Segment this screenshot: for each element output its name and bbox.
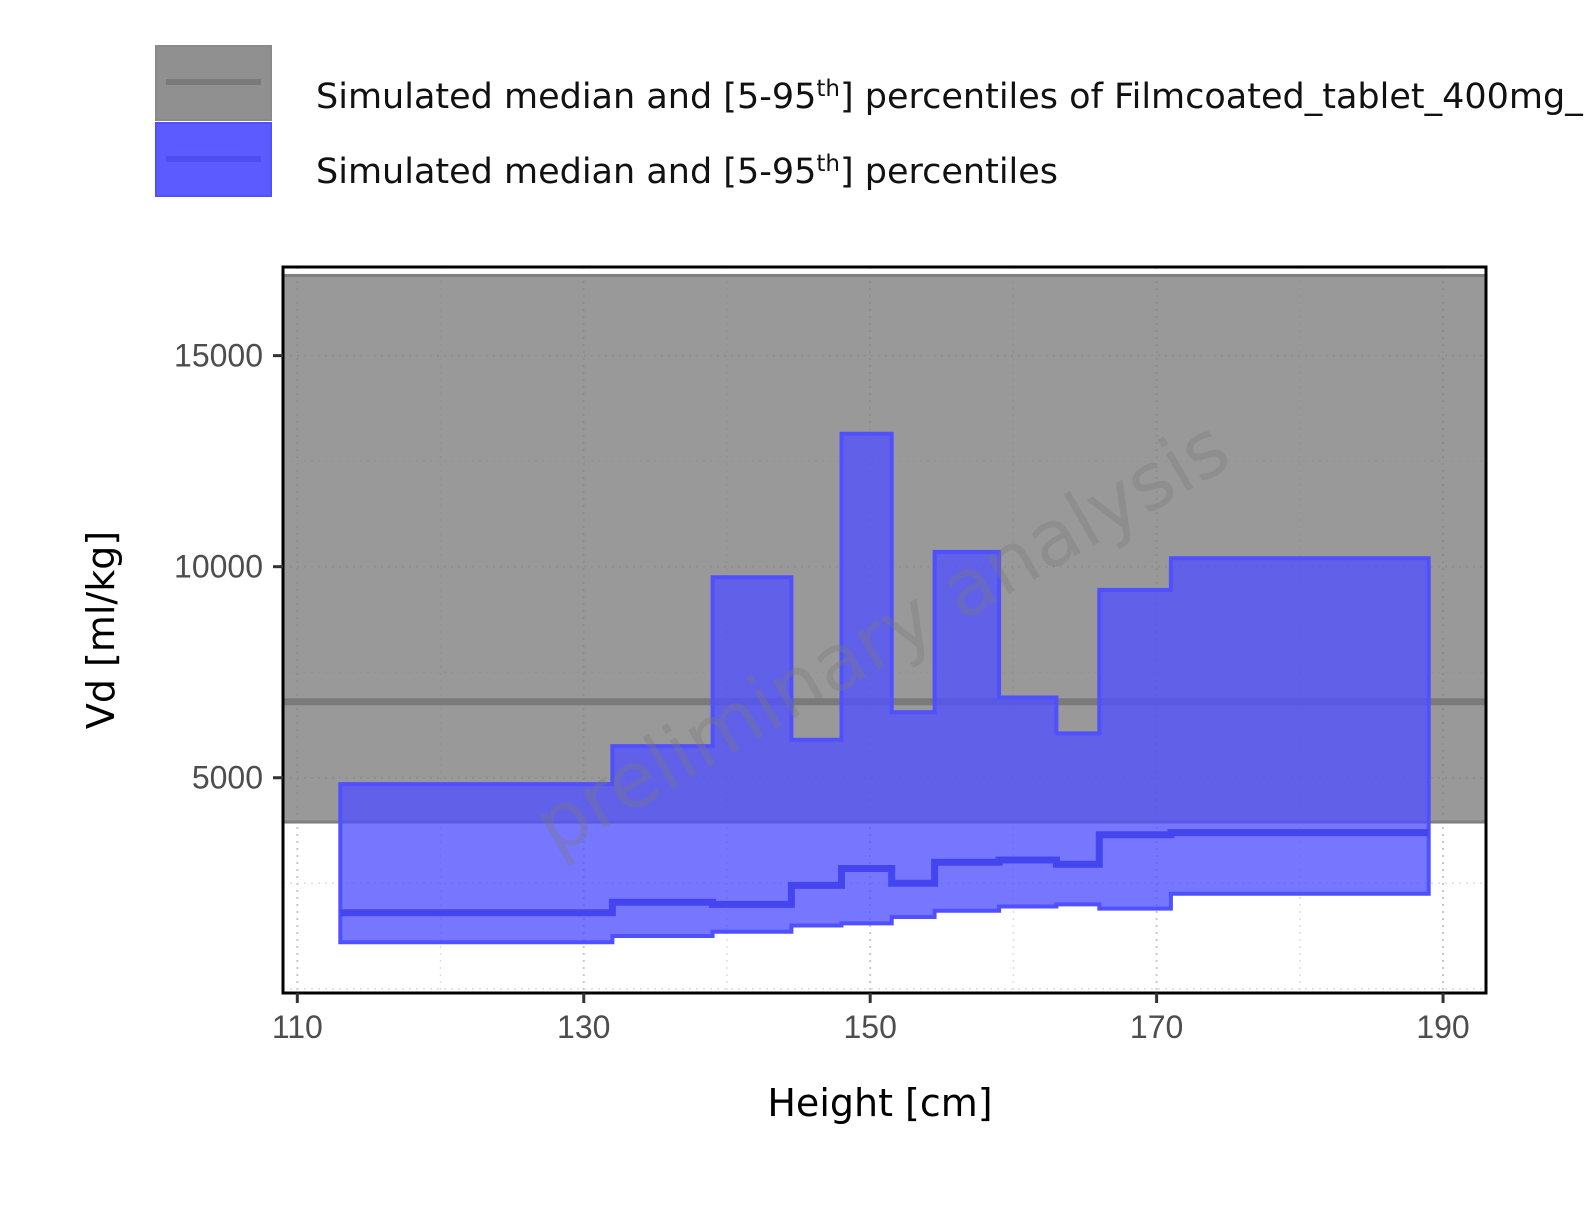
blue-median-line bbox=[340, 829, 1429, 917]
x-axis: 110 130 150 170 190 bbox=[272, 993, 1470, 1045]
x-tick-label: 110 bbox=[272, 1009, 323, 1045]
legend-item-gray: Simulated median and [5-95th] percentile… bbox=[155, 45, 1583, 121]
y-axis-title: Vd [ml/kg] bbox=[79, 531, 123, 729]
x-axis-title: Height [cm] bbox=[767, 1081, 992, 1125]
blue-band bbox=[338, 431, 1431, 945]
x-tick-label: 130 bbox=[557, 1009, 610, 1045]
x-tick-label: 170 bbox=[1130, 1009, 1183, 1045]
y-axis: 5000 10000 15000 bbox=[174, 338, 283, 796]
x-tick-label: 190 bbox=[1416, 1009, 1469, 1045]
panel-border bbox=[281, 265, 1488, 995]
y-tick-label: 10000 bbox=[174, 549, 263, 585]
y-tick-label: 5000 bbox=[192, 760, 263, 796]
legend-item-blue: Simulated median and [5-95th] percentile… bbox=[155, 122, 1058, 197]
series-layer bbox=[281, 273, 1488, 945]
x-tick-label: 150 bbox=[843, 1009, 896, 1045]
plot-panel: preliminary analysis bbox=[281, 265, 1488, 995]
legend: Simulated median and [5-95th] percentile… bbox=[155, 45, 1583, 197]
y-tick-label: 15000 bbox=[174, 338, 263, 374]
legend-label-blue: Simulated median and [5-95th] percentile… bbox=[316, 151, 1058, 192]
legend-label-gray: Simulated median and [5-95th] percentile… bbox=[316, 76, 1583, 117]
